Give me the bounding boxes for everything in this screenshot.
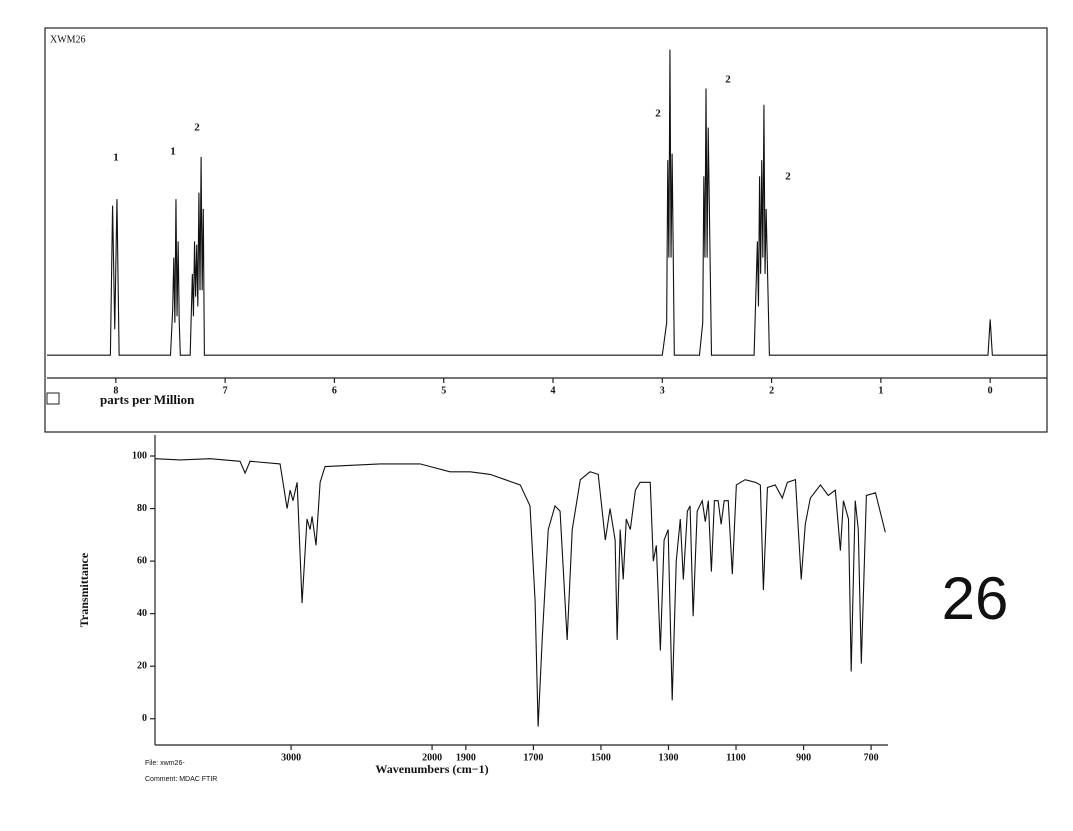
- x-tick-label: 1500: [591, 752, 611, 763]
- integration-label: 2: [655, 108, 661, 120]
- x-tick-label: 1700: [523, 752, 543, 763]
- integration-label: 2: [785, 171, 791, 183]
- x-tick-label: 6: [332, 385, 337, 396]
- x-tick-label: 2: [769, 385, 774, 396]
- x-tick-label: 1: [878, 385, 883, 396]
- x-tick-label: 5: [441, 385, 446, 396]
- x-tick-label: 7: [223, 385, 228, 396]
- integration-label: 2: [194, 122, 200, 134]
- y-tick-label: 60: [137, 555, 147, 566]
- nmr-icon: [46, 392, 60, 405]
- integration-label: 1: [113, 152, 119, 164]
- x-tick-label: 4: [551, 385, 556, 396]
- nmr-x-label: parts per Million: [100, 392, 195, 407]
- x-tick-label: 700: [864, 752, 879, 763]
- x-tick-label: 3: [660, 385, 665, 396]
- y-tick-label: 0: [142, 713, 147, 724]
- spectrum-line: [47, 49, 1047, 356]
- nmr-frame: [44, 27, 1048, 433]
- compound-label: 26: [942, 565, 1009, 632]
- spectrum-line: [154, 458, 886, 727]
- x-tick-label: 3000: [281, 752, 301, 763]
- x-tick-label: 0: [988, 385, 993, 396]
- integration-label: 1: [170, 146, 176, 158]
- x-tick-label: 1900: [456, 752, 476, 763]
- x-tick-label: 8: [113, 385, 118, 396]
- x-tick-label: 2000: [422, 752, 442, 763]
- x-tick-label: 900: [796, 752, 811, 763]
- y-tick-label: 80: [137, 503, 147, 514]
- x-tick-label: 1300: [658, 752, 678, 763]
- y-tick-label: 40: [137, 608, 147, 619]
- nmr-title: XWM26: [50, 34, 86, 45]
- footer-comment: Comment: MDAC FTIR: [145, 776, 217, 783]
- footer-file: File: xwm26-: [145, 760, 185, 767]
- ir-x-label: Wavenumbers (cm−1): [375, 762, 488, 776]
- x-tick-label: 1100: [726, 752, 745, 763]
- integration-label: 2: [725, 74, 731, 86]
- y-tick-label: 100: [132, 450, 147, 461]
- y-tick-label: 20: [137, 660, 147, 671]
- ir-y-label: Transmittance: [77, 552, 91, 627]
